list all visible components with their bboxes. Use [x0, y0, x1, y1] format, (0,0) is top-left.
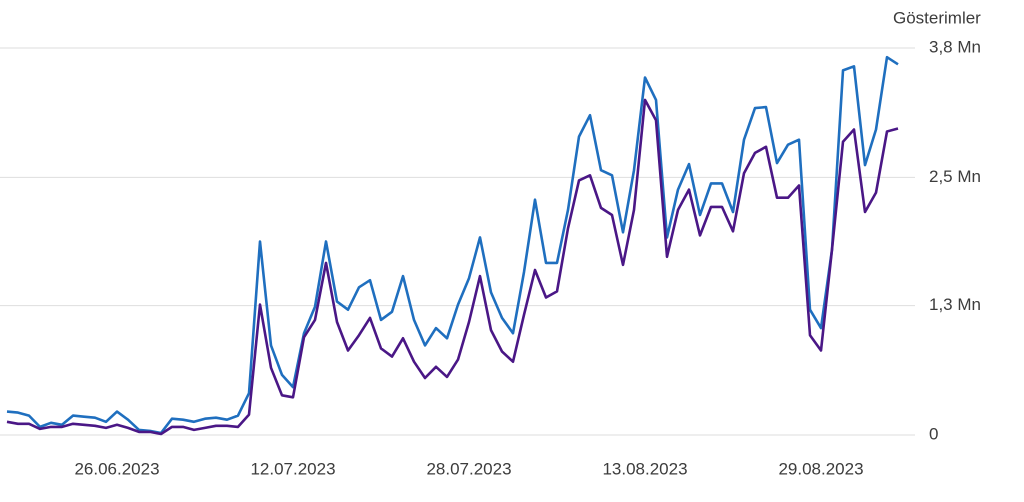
- series-line: [6, 98, 899, 436]
- y-tick-label: 1,3 Mn: [929, 295, 981, 314]
- series-line: [6, 55, 899, 435]
- y-tick-label: 3,8 Mn: [929, 37, 981, 56]
- y-axis-title: Gösterimler: [893, 8, 981, 27]
- y-tick-label: 0: [929, 424, 938, 443]
- x-tick-label: 12.07.2023: [250, 459, 335, 478]
- x-tick-label: 13.08.2023: [602, 459, 687, 478]
- x-tick-label: 26.06.2023: [74, 459, 159, 478]
- x-tick-label: 29.08.2023: [778, 459, 863, 478]
- y-tick-label: 2,5 Mn: [929, 167, 981, 186]
- x-tick-label: 28.07.2023: [426, 459, 511, 478]
